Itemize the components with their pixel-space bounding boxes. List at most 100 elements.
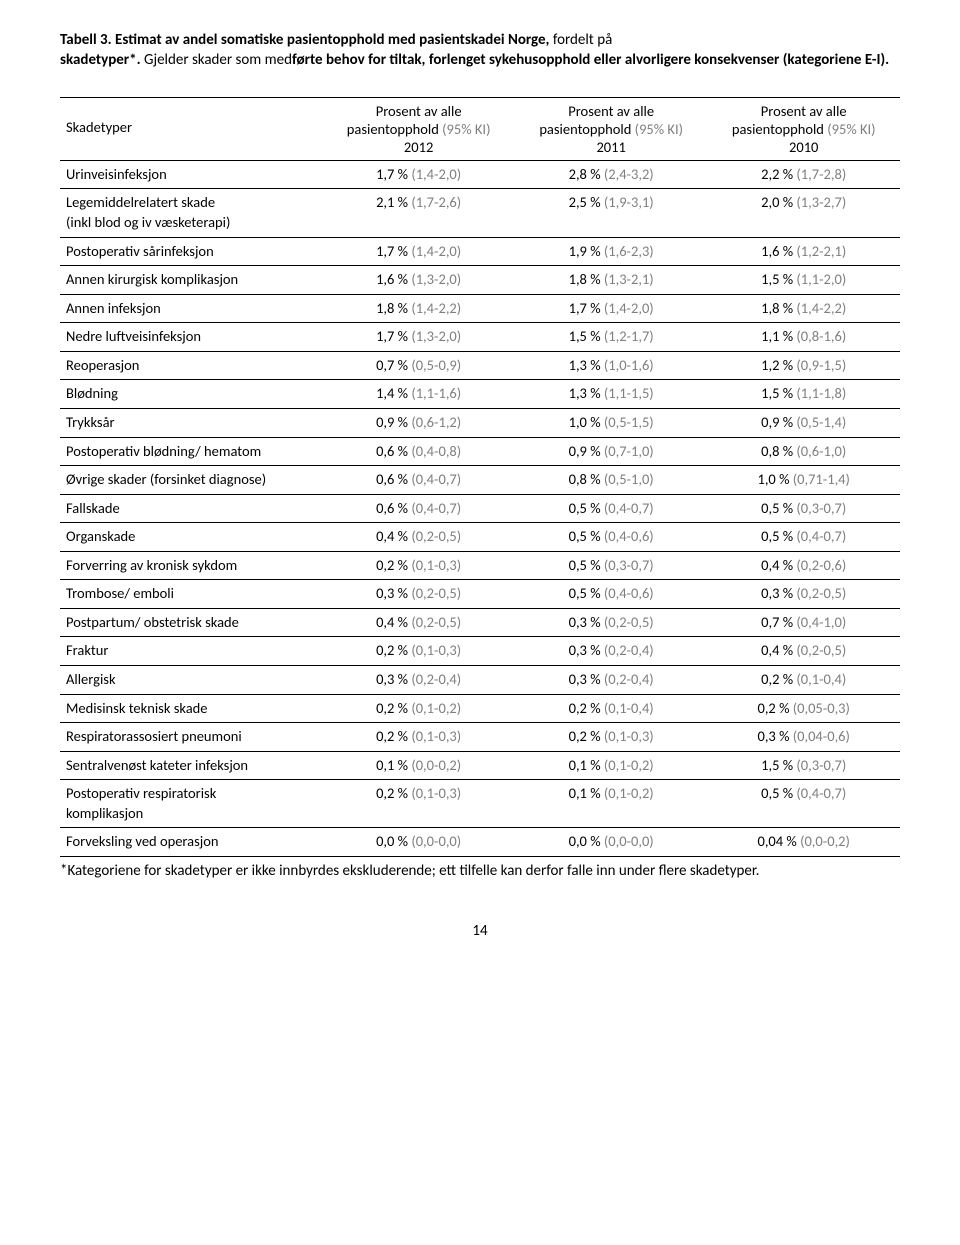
table-row: Allergisk0,3 % (0,2-0,4)0,3 % (0,2-0,4)0… (60, 666, 900, 695)
caption-light-2: Gjelder skader som med (144, 51, 292, 69)
caption-bold-1: Tabell 3. Estimat av andel somatiske pas… (60, 31, 553, 49)
cell-value: 1,9 % (1,6-2,3) (515, 237, 708, 266)
cell-value: 1,1 % (0,8-1,6) (707, 323, 900, 352)
cell-value: 0,1 % (0,0-0,2) (322, 751, 515, 780)
table-row: Postpartum/ obstetrisk skade0,4 % (0,2-0… (60, 608, 900, 637)
cell-value: 0,6 % (0,4-0,7) (322, 494, 515, 523)
cell-value: 1,7 % (1,4-2,0) (322, 237, 515, 266)
row-label: Urinveisinfeksjon (60, 160, 322, 189)
table-row: Postoperativ blødning/ hematom0,6 % (0,4… (60, 437, 900, 466)
col-head-2010: Prosent av alle pasientopphold (95% KI) … (707, 97, 900, 160)
table-row: Organskade0,4 % (0,2-0,5)0,5 % (0,4-0,6)… (60, 523, 900, 552)
table-row: Postoperativ sårinfeksjon1,7 % (1,4-2,0)… (60, 237, 900, 266)
table-row: Medisinsk teknisk skade0,2 % (0,1-0,2) 0,… (60, 694, 900, 723)
row-label: Sentralvenøst kateter infeksjon (60, 751, 322, 780)
cell-value: 0,3 % (0,2-0,4) (515, 666, 708, 695)
row-label: Medisinsk teknisk skade (60, 694, 322, 723)
data-table: Skadetyper Prosent av alle pasientopphol… (60, 97, 900, 857)
cell-value: 0,6 % (0,4-0,7) (322, 466, 515, 495)
cell-value: 1,5 % (1,1-1,8) (707, 380, 900, 409)
table-caption: Tabell 3. Estimat av andel somatiske pas… (60, 30, 900, 71)
cell-value: 2,1 % (1,7-2,6) (322, 189, 515, 237)
col-head-label: Skadetyper (60, 97, 322, 160)
table-row: Trykksår0,9 % (0,6-1,2)1,0 % (0,5-1,5)0,… (60, 408, 900, 437)
row-label: Reoperasjon (60, 351, 322, 380)
cell-value: 0,2 % (0,1-0,3) (515, 723, 708, 752)
cell-value: 0,1 % (0,1-0,2) (515, 780, 708, 828)
table-row: Annen kirurgisk komplikasjon1,6 % (1,3-2… (60, 266, 900, 295)
cell-value: 1,8 % (1,4-2,2) (322, 294, 515, 323)
cell-value: 2,0 % (1,3-2,7) (707, 189, 900, 237)
table-row: Annen infeksjon1,8 % (1,4-2,2)1,7 % (1,4… (60, 294, 900, 323)
cell-value: 0,5 % (0,4-0,7) (707, 523, 900, 552)
cell-value: 0,0 % (0,0-0,0) (322, 828, 515, 857)
row-label: Annen infeksjon (60, 294, 322, 323)
cell-value: 1,6 % (1,3-2,0) (322, 266, 515, 295)
table-header-row: Skadetyper Prosent av alle pasientopphol… (60, 97, 900, 160)
caption-light-1: fordelt på (553, 31, 612, 49)
table-footnote: *Kategoriene for skadetyper er ikke innb… (60, 861, 900, 881)
table-row: Reoperasjon0,7 % (0,5-0,9)1,3 % (1,0-1,6… (60, 351, 900, 380)
table-row: Postoperativ respiratorisk komplikasjon0… (60, 780, 900, 828)
cell-value: 1,4 % (1,1-1,6) (322, 380, 515, 409)
row-label: Allergisk (60, 666, 322, 695)
cell-value: 0,0 % (0,0-0,0) (515, 828, 708, 857)
row-label: Trombose/ emboli (60, 580, 322, 609)
cell-value: 0,7 % (0,4-1,0) (707, 608, 900, 637)
cell-value: 0,2 % (0,05-0,3) (707, 694, 900, 723)
cell-value: 0,2 % (0,1-0,3) (322, 551, 515, 580)
row-label: Trykksår (60, 408, 322, 437)
table-row: Blødning1,4 % (1,1-1,6)1,3 % (1,1-1,5)1,… (60, 380, 900, 409)
cell-value: 0,3 % (0,2-0,4) (515, 637, 708, 666)
caption-bold-2b: førte behov for tiltak, forlenget sykehu… (292, 51, 889, 69)
cell-value: 0,1 % (0,1-0,2) (515, 751, 708, 780)
cell-value: 1,7 % (1,3-2,0) (322, 323, 515, 352)
table-body: Urinveisinfeksjon1,7 % (1,4-2,0)2,8 % (2… (60, 160, 900, 856)
cell-value: 1,6 % (1,2-2,1) (707, 237, 900, 266)
cell-value: 1,3 % (1,1-1,5) (515, 380, 708, 409)
row-label: Respiratorassosiert pneumoni (60, 723, 322, 752)
cell-value: 0,3 % (0,04-0,6) (707, 723, 900, 752)
cell-value: 0,4 % (0,2-0,5) (322, 523, 515, 552)
row-label: Fraktur (60, 637, 322, 666)
cell-value: 1,5 % (1,1-2,0) (707, 266, 900, 295)
cell-value: 0,5 % (0,4-0,6) (515, 580, 708, 609)
table-row: Urinveisinfeksjon1,7 % (1,4-2,0)2,8 % (2… (60, 160, 900, 189)
cell-value: 0,3 % (0,2-0,5) (322, 580, 515, 609)
cell-value: 2,2 % (1,7-2,8) (707, 160, 900, 189)
row-label: Forveksling ved operasjon (60, 828, 322, 857)
table-row: Fallskade0,6 % (0,4-0,7)0,5 % (0,4-0,7)0… (60, 494, 900, 523)
cell-value: 0,4 % (0,2-0,5) (707, 637, 900, 666)
row-label: Annen kirurgisk komplikasjon (60, 266, 322, 295)
cell-value: 0,6 % (0,4-0,8) (322, 437, 515, 466)
cell-value: 1,7 % (1,4-2,0) (515, 294, 708, 323)
cell-value: 1,2 % (0,9-1,5) (707, 351, 900, 380)
cell-value: 0,9 % (0,5-1,4) (707, 408, 900, 437)
row-label: Forverring av kronisk sykdom (60, 551, 322, 580)
caption-bold-2a: skadetyper*. (60, 51, 144, 69)
table-row: Forveksling ved operasjon0,0 % (0,0-0,0)… (60, 828, 900, 857)
cell-value: 0,3 % (0,2-0,5) (515, 608, 708, 637)
cell-value: 1,0 % (0,71-1,4) (707, 466, 900, 495)
cell-value: 0,8 % (0,5-1,0) (515, 466, 708, 495)
cell-value: 0,3 % (0,2-0,5) (707, 580, 900, 609)
cell-value: 0,4 % (0,2-0,5) (322, 608, 515, 637)
row-label: Organskade (60, 523, 322, 552)
cell-value: 0,5 % (0,3-0,7) (707, 494, 900, 523)
table-row: Trombose/ emboli0,3 % (0,2-0,5)0,5 % (0,… (60, 580, 900, 609)
row-label: Postoperativ sårinfeksjon (60, 237, 322, 266)
cell-value: 0,8 % (0,6-1,0) (707, 437, 900, 466)
cell-value: 0,2 % (0,1-0,3) (322, 780, 515, 828)
row-label: Øvrige skader (forsinket diagnose) (60, 466, 322, 495)
cell-value: 1,7 % (1,4-2,0) (322, 160, 515, 189)
row-label: Legemiddelrelatert skade (inkl blod og i… (60, 189, 322, 237)
table-row: Legemiddelrelatert skade (inkl blod og i… (60, 189, 900, 237)
cell-value: 1,8 % (1,3-2,1) (515, 266, 708, 295)
row-label: Postoperativ respiratorisk komplikasjon (60, 780, 322, 828)
table-row: Respiratorassosiert pneumoni 0,2 % (0,1-0… (60, 723, 900, 752)
cell-value: 0,04 % (0,0-0,2) (707, 828, 900, 857)
cell-value: 0,2 % (0,1-0,2) (322, 694, 515, 723)
cell-value: 1,3 % (1,0-1,6) (515, 351, 708, 380)
page-number: 14 (60, 921, 900, 941)
table-row: Nedre luftveisinfeksjon1,7 % (1,3-2,0)1,… (60, 323, 900, 352)
